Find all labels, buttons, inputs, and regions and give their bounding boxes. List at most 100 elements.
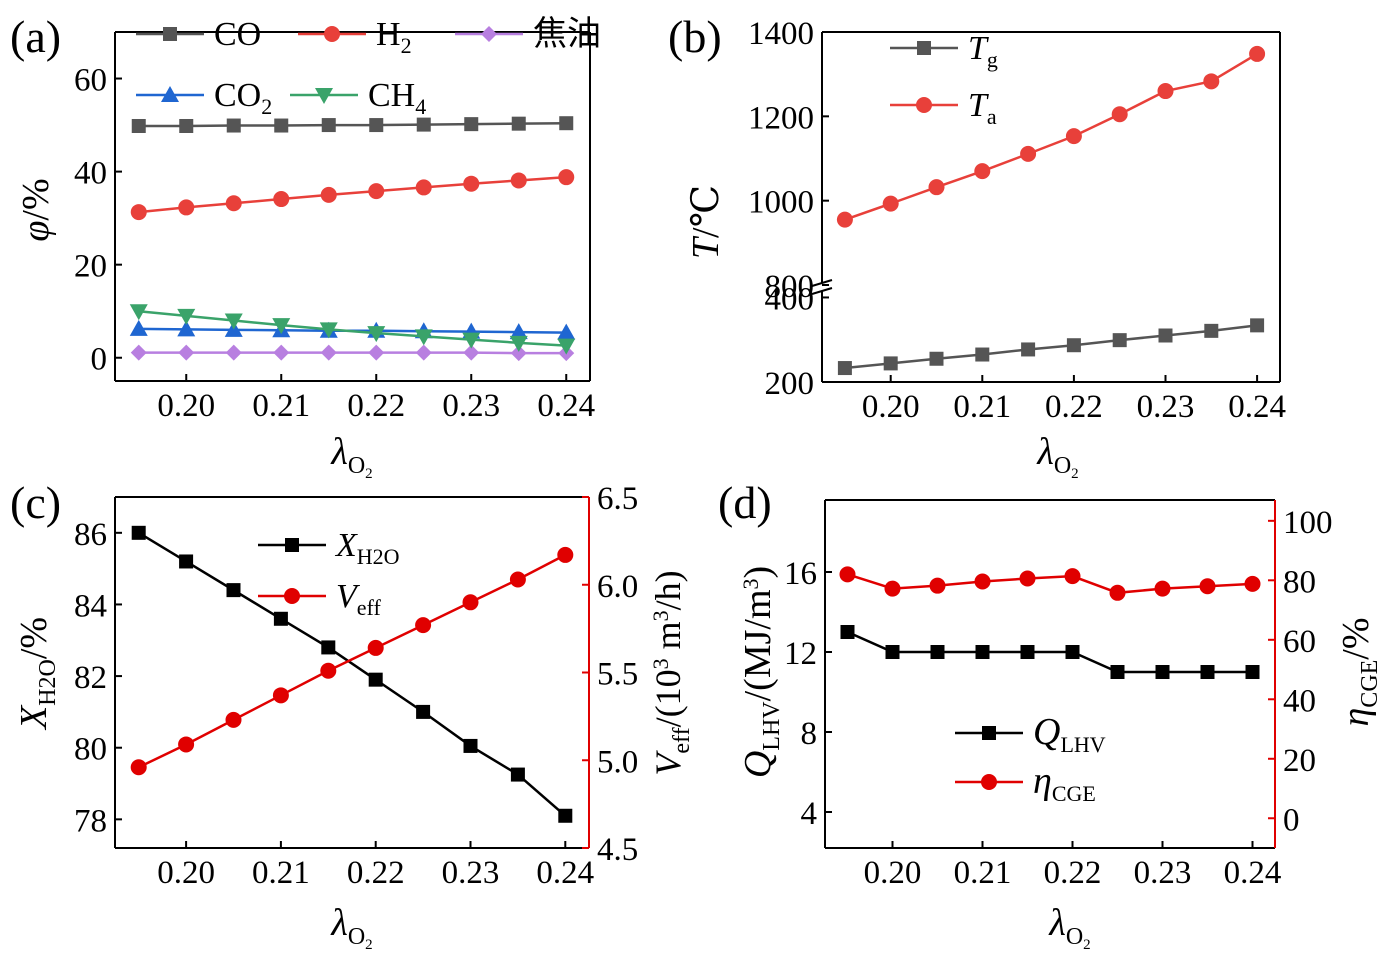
panel-b-point [1157,83,1174,100]
panel-b-ytick-label: 800 [765,269,815,305]
panel-d-xlabel: λO2 [1048,902,1090,953]
panel-a-point [369,118,384,133]
panel-b-xtick-label: 0.23 [1137,389,1195,425]
panel-d-point [1154,580,1171,597]
panel-a-point [320,344,337,361]
panel-a-point [463,344,480,361]
panel-a-point [177,308,196,325]
xlabel-symbol: λ [330,902,347,944]
panel-c-ytick-label: 80 [74,732,107,768]
legend-subscript: g [987,47,998,72]
legend-name: CO [214,77,261,114]
panel-b-xlabel: λO2 [1036,431,1078,482]
panel-b-ytick-label: 1000 [748,185,814,221]
panel-a-point [368,183,385,200]
legend-name: Q [1033,711,1060,753]
panel-c-legend-entry: Veff [258,578,381,620]
panel-a-point [462,332,481,349]
panel-d-ytick-label: 12 [784,636,817,672]
panel-c-y2tick-label: 6.0 [597,569,638,605]
panel-a-series-line [138,309,567,347]
panel-c-ylabel: XH2O/% [13,617,61,731]
panel-c-point [558,808,573,823]
panel-c-point [463,738,478,753]
panel-a-point [415,179,432,196]
panel-a-point [226,118,241,133]
panel-d-point [1109,584,1126,601]
panel-b-point [837,361,852,376]
panel-a-xtick-label: 0.21 [252,388,310,424]
panel-d-point [1199,578,1216,595]
panel-d-xtick-label: 0.20 [864,855,922,891]
panel-a-legend-entry: H2 [298,16,412,58]
panel-a-series-CO [131,116,574,133]
panel-b-point [1112,333,1127,348]
panel-a-point [510,345,527,362]
panel-c-point [416,704,431,719]
panel-d-label: (d) [718,477,772,528]
xlabel-symbol: λ [1036,431,1053,473]
panel-c-legend-marker [285,538,299,552]
legend-subscript: 4 [415,94,426,119]
panel-b-series-line [844,324,1258,370]
panel-b-legend-entry: Tg [890,30,998,72]
legend-name: T [968,87,989,124]
panel-a-legend-label: H2 [376,16,412,58]
panel-c-point [130,759,147,776]
panel-a-point [319,322,338,339]
panel-d-point [1065,645,1080,659]
legend-name: H [376,16,401,53]
panel-d-legend-marker [981,774,997,790]
ylabel-unit: /% [13,617,55,659]
panel-b-xtick-label: 0.20 [862,389,920,425]
panel-d-point [1244,575,1261,592]
legend-name: T [968,30,989,67]
xlabel-subscript: O [348,924,365,950]
panel-d-point [975,645,990,659]
panel-a-point [177,320,196,337]
panel-b-point [974,163,991,180]
y2label-unit: /(10 [648,669,688,727]
panel-a-legend-label: CO [214,16,261,53]
panel-d-y2tick-label: 100 [1283,505,1333,541]
panel-b-point [928,179,945,196]
panel-a-point [511,116,526,131]
panel-a-point [463,175,480,192]
y2label-unit: /% [1335,617,1377,659]
panel-a-point [178,344,195,361]
panel-a-legend-entry: CH4 [290,77,426,119]
panel-a-xtick-label: 0.20 [157,388,215,424]
panel-b-axis-break-mark [811,279,833,287]
panel-c-point [178,736,195,753]
panel-d-point [1019,570,1036,587]
panel-c-point [273,611,288,626]
y2label-symbol: η [1335,708,1377,727]
panel-d-legend-label: ηCGE [1033,760,1096,806]
panel-a-ytick-label: 60 [74,63,107,99]
panel-d-legend-marker [982,726,996,740]
panel-a-point [414,329,433,346]
panel-b-point [883,356,898,371]
panel-b-point [1020,145,1037,162]
panel-c-legend-label: Veff [336,578,381,620]
legend-subscript: eff [357,595,382,620]
panel-a-label: (a) [10,11,61,62]
ylabel-unit: /(MJ/m [737,589,779,701]
ylabel-symbol: T [685,235,727,259]
panel-d-point [929,577,946,594]
panel-c-ytick-label: 78 [74,803,107,839]
panel-a-point [273,344,290,361]
panel-d-y2tick-label: 60 [1283,624,1316,660]
panel-a-point [416,117,431,132]
panel-a-point [178,199,195,216]
panel-d-point [840,625,855,639]
panel-c-ytick-label: 84 [74,588,107,624]
panel-d-point [1200,665,1215,679]
panel-d-point [974,573,991,590]
panel-b-legend-label: Tg [968,30,998,72]
xlabel-subsubscript: 2 [1071,466,1079,482]
panel-c-point [321,640,336,655]
panel-c-point [179,554,194,569]
panel-b-ytick-label: 200 [765,366,815,402]
